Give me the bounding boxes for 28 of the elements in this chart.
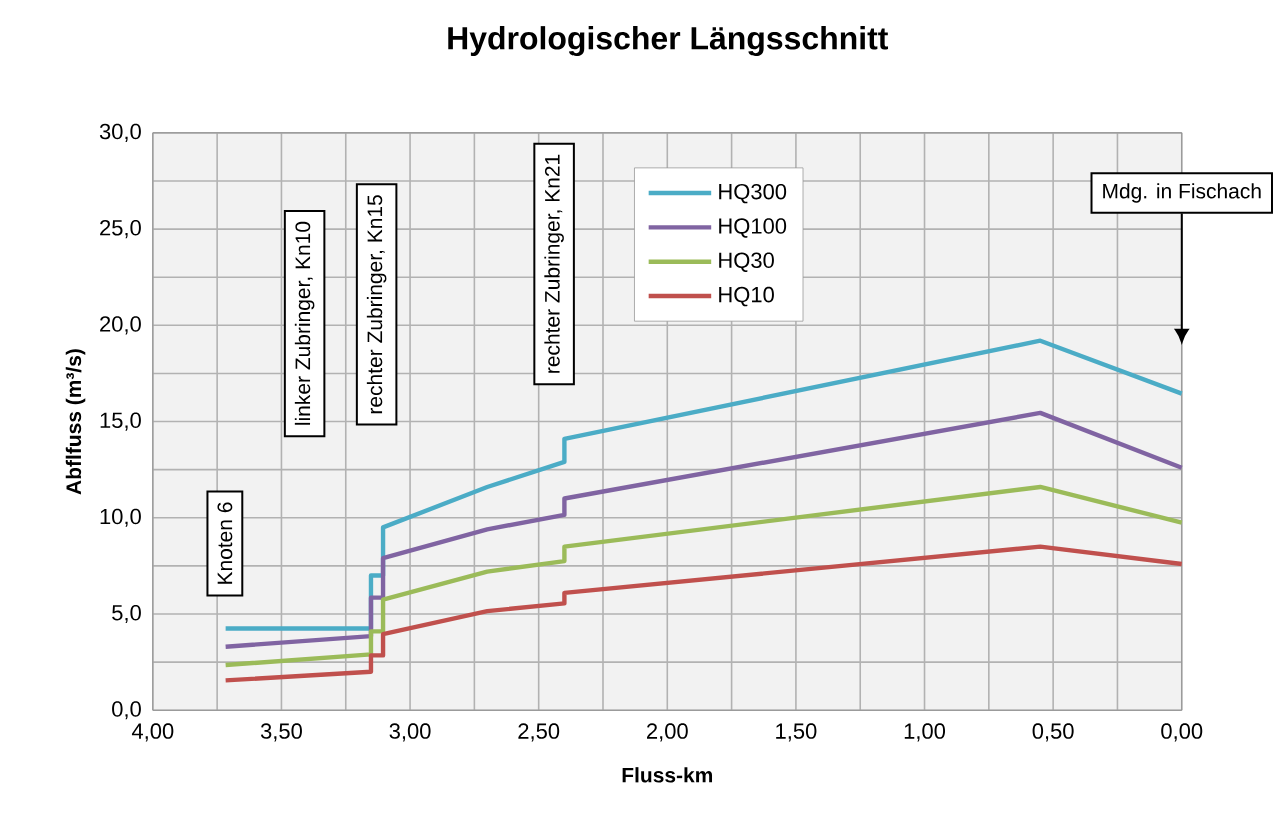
x-axis-title: Fluss-km bbox=[622, 767, 713, 783]
y-tick-label: 30,0 bbox=[99, 123, 141, 142]
annotation: Mdg. in Fischach bbox=[1103, 183, 1261, 203]
y-tick-label: 15,0 bbox=[100, 412, 141, 431]
x-tick-label: 1,50 bbox=[776, 723, 817, 742]
annotation: Knoten 6 bbox=[217, 502, 233, 584]
annotation: linker Zubringer, Kn10 bbox=[294, 221, 315, 425]
legend-label: HQ30 bbox=[719, 252, 774, 272]
x-tick-label: 2,00 bbox=[647, 723, 688, 742]
y-axis-title: Abflfuss (m³/s) bbox=[65, 349, 86, 495]
y-tick-label: 0,0 bbox=[112, 701, 141, 720]
annotation: rechter Zubringer, Kn15 bbox=[366, 195, 387, 414]
legend-label: HQ300 bbox=[719, 183, 787, 204]
x-tick-label: 1,00 bbox=[904, 723, 946, 742]
y-tick-label: 20,0 bbox=[100, 316, 141, 335]
chart-title: Hydrologischer Längsschnitt bbox=[448, 26, 889, 56]
y-tick-label: 10,0 bbox=[100, 508, 141, 527]
legend-label: HQ10 bbox=[719, 286, 774, 307]
x-tick-label: 0,00 bbox=[1161, 723, 1203, 742]
y-tick-label: 5,0 bbox=[112, 604, 141, 624]
annotation: rechter Zubringer, Kn21 bbox=[544, 154, 564, 373]
x-tick-label: 2,50 bbox=[518, 723, 560, 742]
legend-label: HQ100 bbox=[719, 218, 787, 238]
x-tick-label: 3,00 bbox=[389, 723, 431, 742]
x-tick-label: 4,00 bbox=[131, 723, 174, 742]
x-tick-label: 3,50 bbox=[260, 723, 302, 742]
y-tick-label: 25,0 bbox=[100, 219, 141, 239]
x-tick-label: 0,50 bbox=[1032, 723, 1074, 742]
